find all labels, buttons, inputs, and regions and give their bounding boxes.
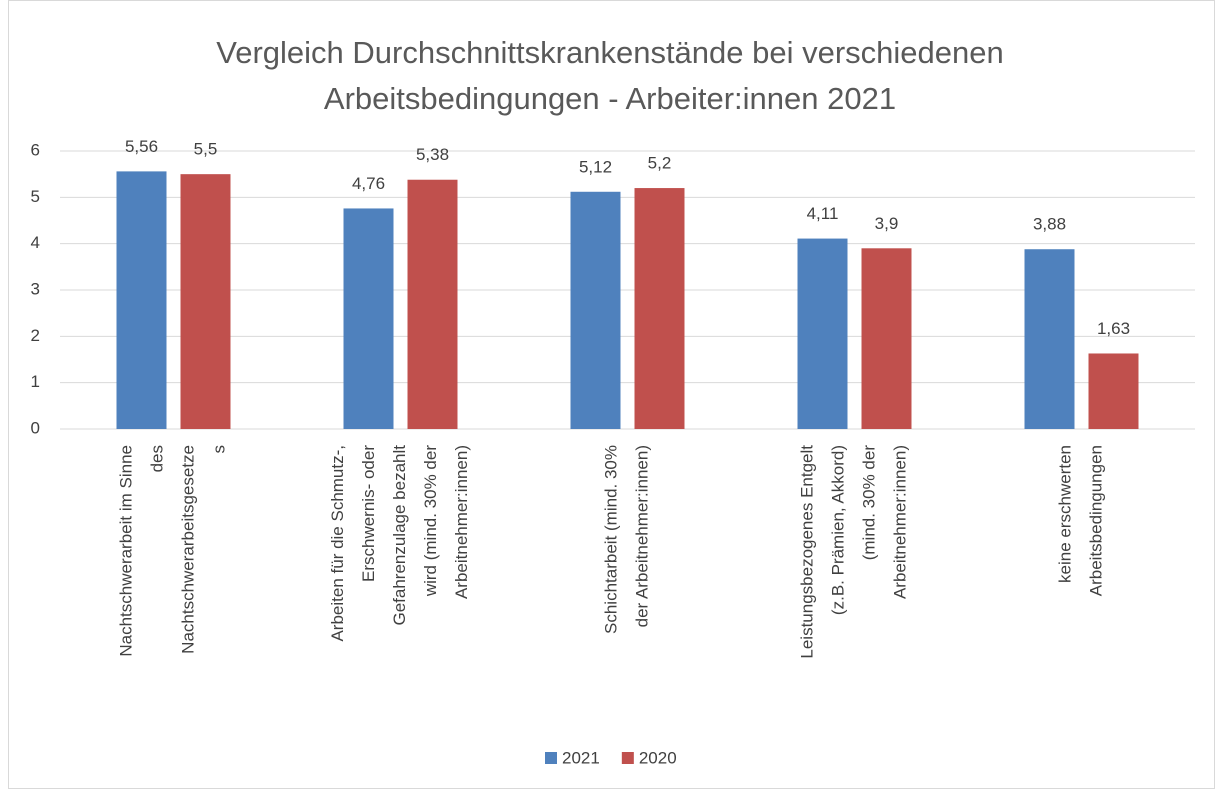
data-label: 5,5 bbox=[194, 140, 218, 159]
data-label: 4,11 bbox=[807, 204, 839, 223]
x-tick-label: keine erschwerten bbox=[1055, 445, 1074, 583]
data-label: 3,88 bbox=[1033, 215, 1066, 234]
x-tick-label: Arbeitsbedingungen bbox=[1086, 445, 1105, 596]
data-label: 5,38 bbox=[416, 145, 449, 164]
x-tick-label: der Arbeitnehmer:innen) bbox=[632, 445, 651, 627]
data-label: 3,9 bbox=[875, 214, 899, 233]
x-tick-label: Leistungsbezogenes Entgelt bbox=[797, 445, 816, 659]
y-tick-label: 3 bbox=[31, 279, 40, 298]
x-tick-label: (mind. 30% der bbox=[859, 445, 878, 561]
legend-swatch bbox=[621, 752, 634, 764]
data-label: 5,12 bbox=[579, 157, 612, 176]
data-label: 1,63 bbox=[1097, 319, 1130, 338]
bar bbox=[407, 179, 458, 429]
data-label: 5,56 bbox=[125, 137, 158, 156]
y-tick-label: 5 bbox=[31, 187, 40, 206]
x-tick-label: Nachtschwerarbeitsgesetze bbox=[178, 445, 197, 654]
legend-label: 2020 bbox=[639, 748, 677, 767]
data-label: 5,2 bbox=[648, 154, 672, 173]
y-tick-label: 1 bbox=[31, 372, 40, 391]
data-label: 4,76 bbox=[352, 174, 385, 193]
bar bbox=[1088, 353, 1139, 429]
legend-label: 2021 bbox=[562, 748, 600, 767]
bar bbox=[797, 238, 848, 429]
y-tick-label: 4 bbox=[31, 233, 40, 252]
chart-title: Vergleich Durchschnittskrankenstände bei… bbox=[216, 35, 1004, 116]
x-tick-label: Arbeitnehmer:innen) bbox=[890, 445, 909, 599]
x-tick-label: Nachtschwerarbeit im Sinne bbox=[116, 445, 135, 657]
x-tick-label: Arbeitnehmer:innen) bbox=[452, 445, 471, 599]
x-tick-label: Arbeiten für die Schmutz-, bbox=[328, 445, 347, 642]
y-tick-label: 0 bbox=[31, 418, 40, 437]
x-tick-label: s bbox=[209, 445, 228, 454]
x-tick-label: wird (mind. 30% der bbox=[421, 445, 440, 598]
bar bbox=[1024, 249, 1075, 429]
bar bbox=[116, 171, 167, 430]
x-tick-label: Gefahrenzulage bezahlt bbox=[390, 445, 409, 626]
bar bbox=[180, 174, 231, 429]
bar bbox=[570, 191, 621, 429]
bar bbox=[861, 248, 912, 429]
x-tick-label: Erschwernis- oder bbox=[359, 445, 378, 582]
y-tick-label: 6 bbox=[31, 140, 40, 159]
y-tick-label: 2 bbox=[31, 326, 40, 345]
bar bbox=[343, 208, 394, 429]
legend-swatch bbox=[545, 752, 557, 764]
x-tick-label: Schichtarbeit (mind. 30% bbox=[601, 445, 620, 634]
bar bbox=[634, 188, 685, 429]
x-tick-label: des bbox=[147, 445, 166, 472]
x-tick-label: (z.B. Prämien, Akkord) bbox=[828, 445, 847, 615]
